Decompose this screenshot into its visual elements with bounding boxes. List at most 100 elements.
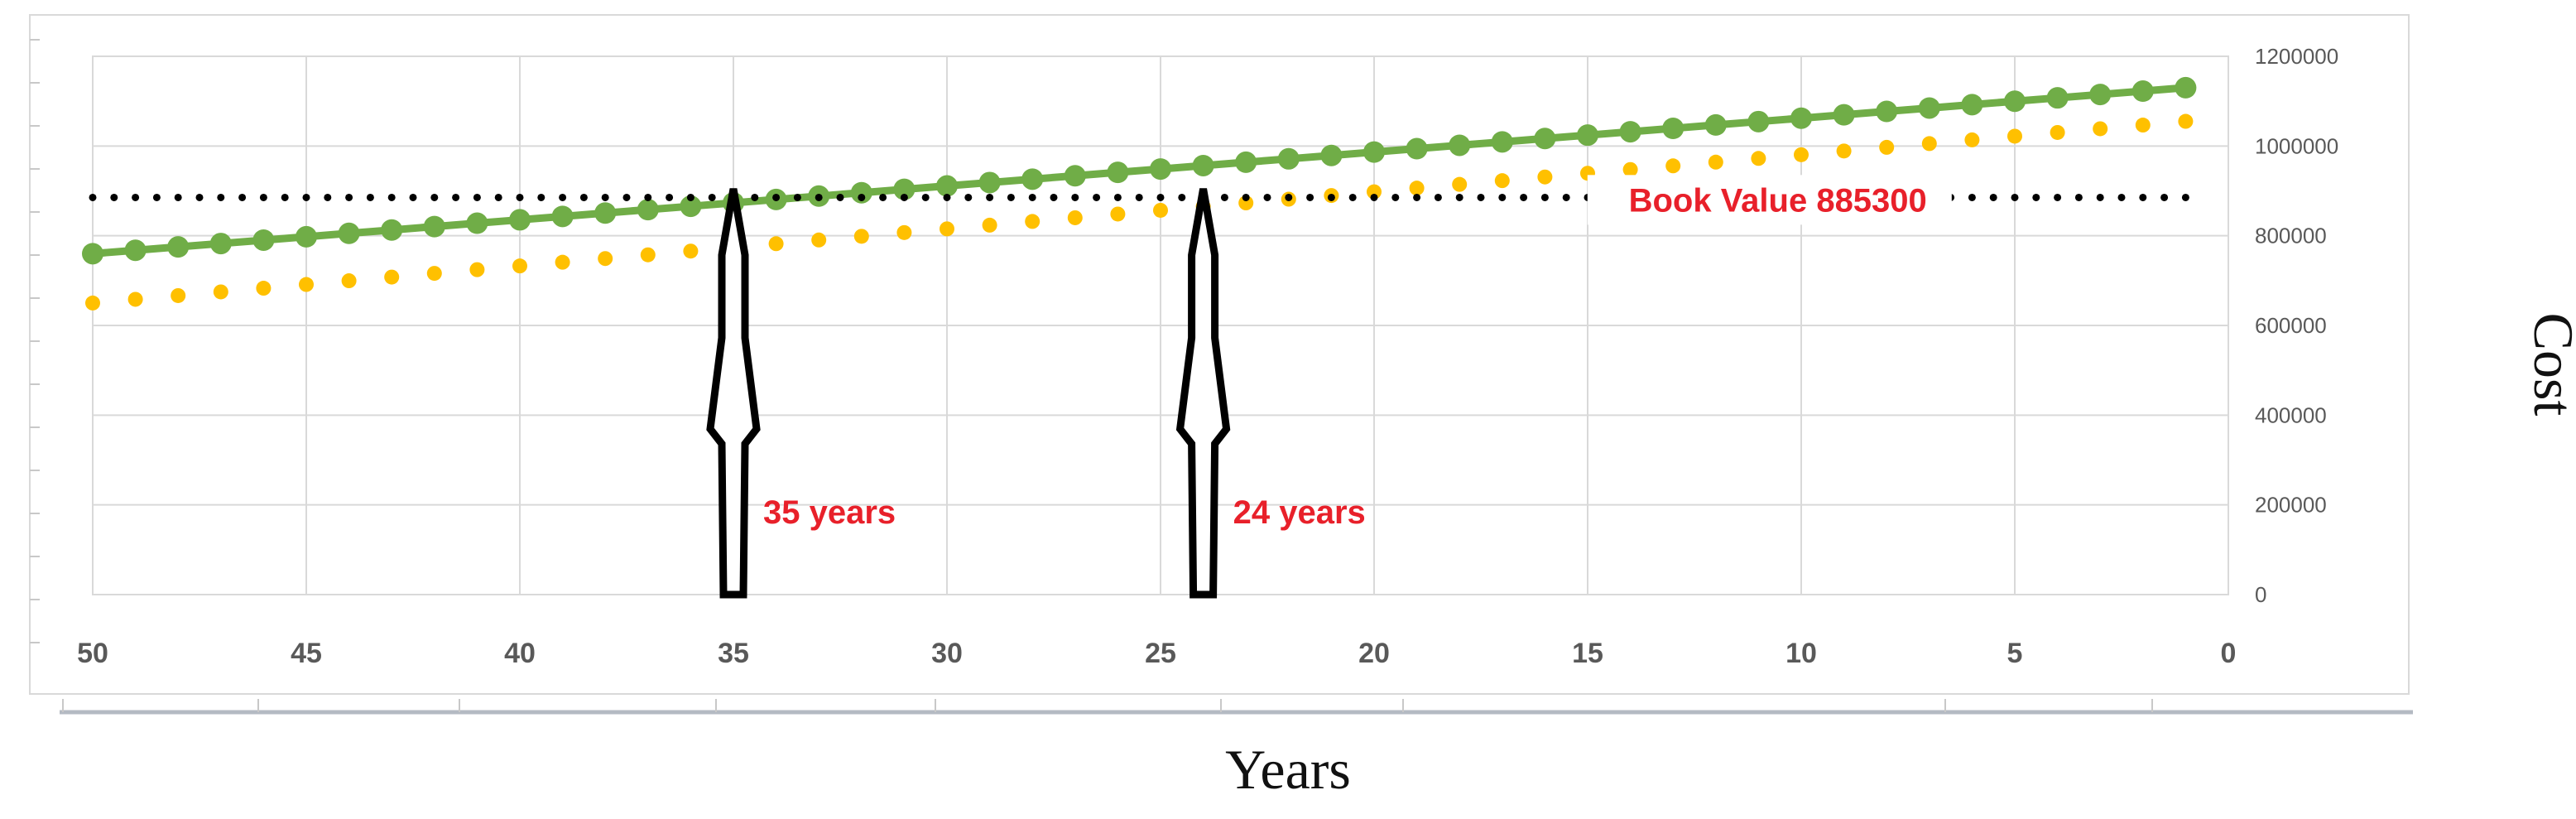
x-tick-label: 35: [718, 638, 749, 669]
book-value-dot: [324, 193, 332, 201]
series-point: [2093, 121, 2108, 137]
book-value-dot: [943, 193, 951, 201]
y-tick-label: 400000: [2255, 402, 2327, 427]
series-point: [1619, 121, 1641, 143]
book-value-dot: [387, 193, 396, 201]
arrow-24: [1175, 188, 1231, 599]
book-value-dot: [494, 193, 502, 201]
book-value-dot: [473, 193, 481, 201]
book-value-dot: [2096, 193, 2104, 201]
book-value-dot: [259, 193, 267, 201]
book-value-dot: [772, 193, 781, 201]
book-value-dot: [1455, 193, 1463, 201]
book-value-dot: [238, 193, 247, 201]
book-value-dot: [281, 193, 289, 201]
series-point: [423, 215, 445, 238]
annotation-bg: [1587, 175, 1952, 225]
series-point: [2004, 90, 2026, 113]
y-tick-label: 0: [2255, 582, 2266, 607]
book-value-dot: [815, 193, 823, 201]
series-point: [680, 195, 702, 218]
x-tick-label: 0: [2221, 638, 2237, 669]
series-point: [167, 236, 190, 258]
book-value-dot: [2074, 193, 2083, 201]
book-value-dot: [686, 193, 694, 201]
series-point: [982, 217, 997, 233]
series-point: [978, 171, 1001, 194]
series-point: [640, 247, 656, 263]
book-value-dot: [708, 193, 716, 201]
book-value-dot: [921, 193, 930, 201]
series-point: [1021, 168, 1044, 190]
series-point: [893, 178, 916, 200]
book-value-dot: [1477, 193, 1485, 201]
y-tick-label: 200000: [2255, 493, 2327, 518]
tick-labels: 50 45 40 35 30 25 20 15 10 5 002000004000006000008…: [77, 44, 2338, 669]
book-value-dot: [302, 193, 310, 201]
series-point: [299, 277, 314, 292]
series-point: [1662, 117, 1684, 139]
series-point: [1406, 137, 1428, 160]
book-value-dot: [1391, 193, 1400, 201]
series-point: [768, 236, 784, 252]
book-value-dot: [1562, 193, 1570, 201]
x-tick-label: 30: [931, 638, 963, 669]
series-point: [82, 243, 103, 265]
book-value-dot: [1540, 193, 1549, 201]
series-point: [1238, 195, 1254, 211]
book-value-dot: [900, 193, 908, 201]
series-point: [1961, 94, 1983, 116]
book-value-dot: [132, 193, 140, 201]
series-point: [850, 181, 872, 204]
series-point: [1153, 202, 1168, 218]
series-point: [2007, 128, 2022, 144]
book-value-dot: [2054, 193, 2062, 201]
book-value-dot: [858, 193, 866, 201]
series-point: [1622, 161, 1638, 177]
book-value-dot: [1968, 193, 1976, 201]
series-point: [2050, 124, 2065, 140]
y-tick-label: 1200000: [2255, 44, 2338, 69]
book-value-dot: [1071, 193, 1079, 201]
book-value-dot: [559, 193, 567, 201]
series-point: [466, 212, 488, 234]
series-point: [85, 295, 100, 311]
series-point: [811, 232, 827, 248]
x-axis-title: Years: [1225, 738, 1351, 801]
series-point: [512, 258, 527, 274]
y-axis-title: Cost: [2522, 313, 2576, 417]
x-tick-label: 50: [77, 638, 108, 669]
series-point: [127, 291, 143, 307]
arrow-35: [706, 188, 761, 599]
x-tick-label: 45: [291, 638, 322, 669]
annotation-24-years: 24 years: [1233, 494, 1366, 531]
book-value-dot: [1242, 193, 1250, 201]
book-value-dot: [579, 193, 588, 201]
series-point: [1235, 151, 1257, 173]
book-value-dot: [1306, 193, 1314, 201]
book-value-dot: [2032, 193, 2040, 201]
series-point: [1537, 169, 1553, 185]
book-value-dot: [1285, 193, 1293, 201]
book-value-dot: [2139, 193, 2147, 201]
book-value-dot: [1348, 193, 1357, 201]
x-tick-label: 25: [1145, 638, 1176, 669]
series-point: [637, 199, 659, 221]
series-point: [252, 229, 275, 251]
series-point: [124, 239, 147, 262]
series-point: [598, 251, 613, 267]
book-value-dot: [345, 193, 353, 201]
book-value-dot: [751, 193, 759, 201]
series-point: [1067, 210, 1083, 225]
series-point: [1879, 139, 1895, 155]
series-point: [1833, 104, 1855, 126]
series-point: [171, 287, 186, 303]
series-point: [555, 254, 570, 270]
series-point: [2089, 84, 2112, 106]
x-tick-label: 5: [2007, 638, 2023, 669]
series-point: [1964, 132, 1980, 147]
y-tick-label: 800000: [2255, 224, 2327, 248]
series-point: [1192, 154, 1214, 176]
book-value-dot: [1989, 193, 1997, 201]
series-point: [256, 281, 272, 296]
